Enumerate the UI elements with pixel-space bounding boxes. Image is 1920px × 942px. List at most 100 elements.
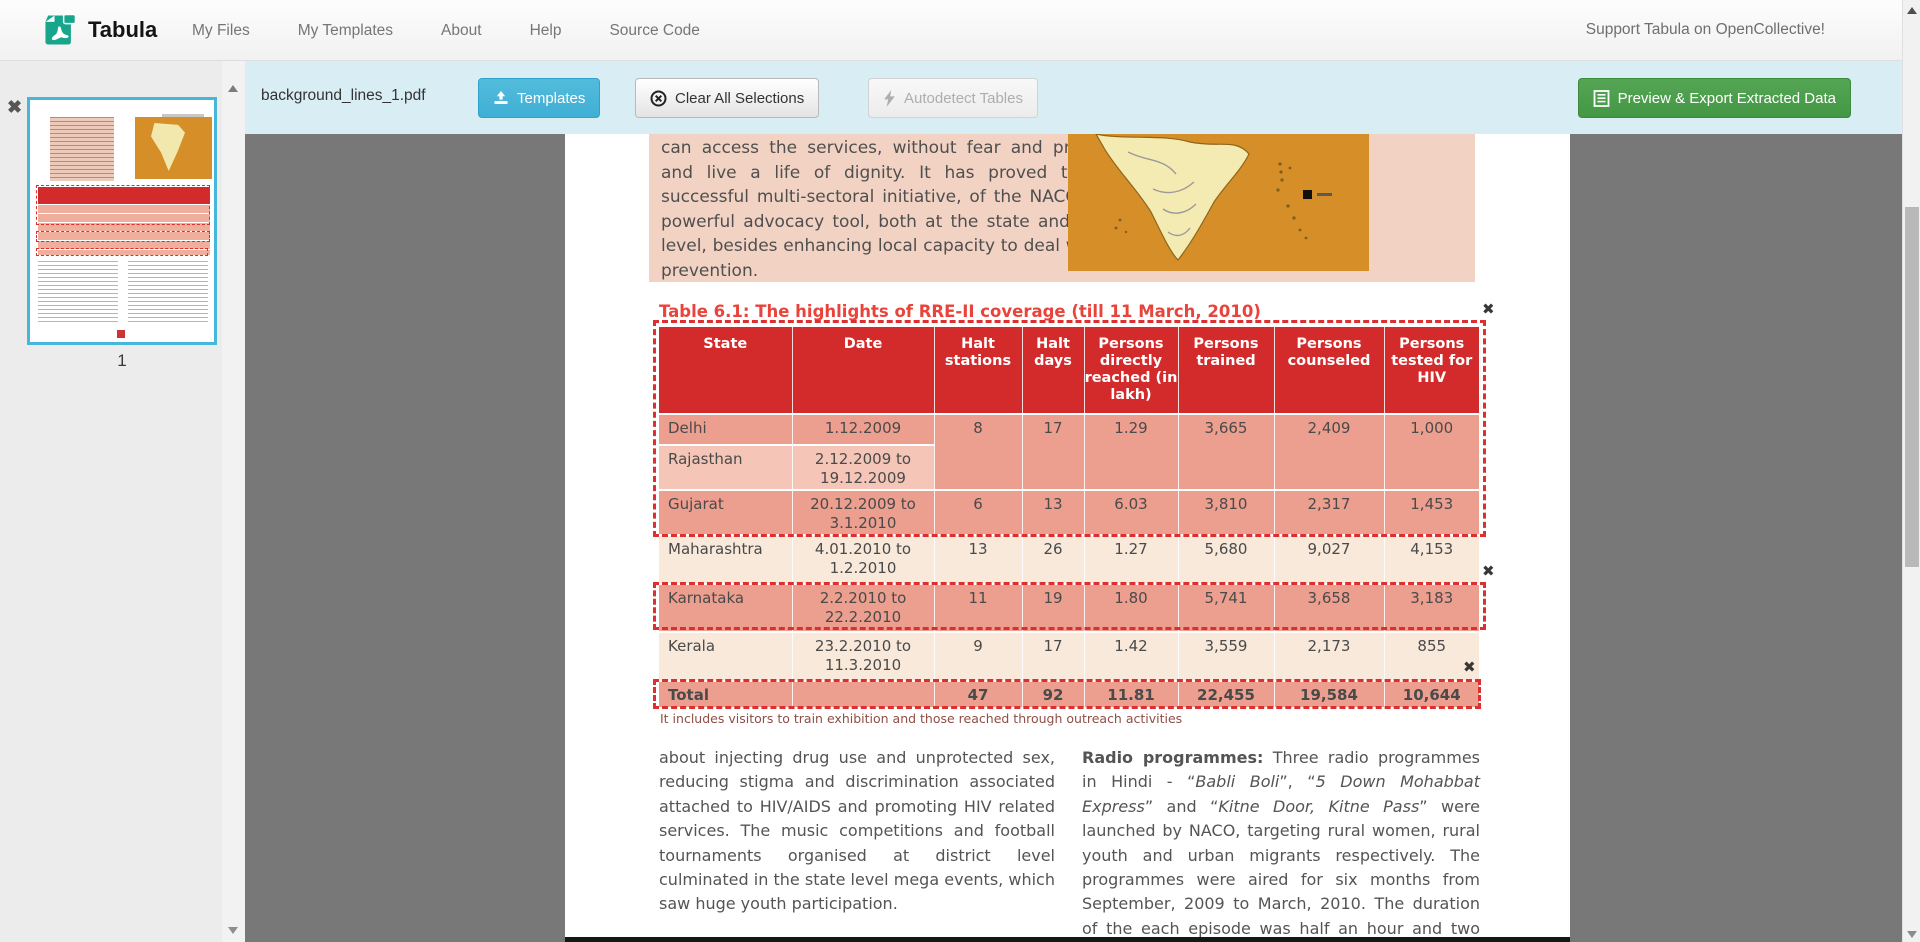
table-cell: 20.12.2009 to 3.1.2010: [791, 489, 934, 535]
column-header: Persons counseled: [1273, 327, 1384, 414]
table-cell: 22,455: [1177, 680, 1274, 707]
column-header: Halt stations: [933, 327, 1022, 414]
sidebar-scroll-up-icon[interactable]: [228, 85, 238, 92]
nav-about[interactable]: About: [441, 21, 482, 39]
column-header: Date: [791, 327, 934, 414]
table-cell: Gujarat: [659, 489, 792, 535]
tabula-logo-icon[interactable]: [40, 10, 80, 50]
clear-all-selections-button[interactable]: Clear All Selections: [635, 78, 820, 118]
table-cell: 3,810: [1177, 489, 1274, 535]
table-cell: Total: [659, 680, 792, 707]
table-cell: 26: [1021, 534, 1084, 584]
nav-source-code[interactable]: Source Code: [609, 21, 700, 39]
table-header-row: State Date Halt stations Halt days Persons d…: [659, 327, 1479, 414]
mini-selection-1: [36, 185, 210, 225]
pdf-filename: background_lines_1.pdf: [261, 87, 426, 104]
table-cell: 6.03: [1083, 489, 1178, 535]
mini-selection-3: [36, 248, 208, 256]
nav-help[interactable]: Help: [529, 21, 562, 39]
table-cell: 13: [933, 534, 1022, 584]
mini-page-number-mark: [117, 330, 125, 338]
table-cell: 5,680: [1177, 534, 1274, 584]
autodetect-tables-button[interactable]: Autodetect Tables: [868, 78, 1038, 118]
scroll-down-icon[interactable]: [1907, 931, 1917, 938]
table-cell: 9,027: [1273, 534, 1384, 584]
pdf-page[interactable]: can access the services, without fear an…: [565, 133, 1570, 942]
table-cell: 4.01.2010 to 1.2.2010: [791, 534, 934, 584]
table-cell: [1083, 445, 1178, 490]
sidebar-scrollbar[interactable]: [222, 61, 245, 942]
table-row: Karnataka 2.2.2010 to 22.2.2010 11 19 1.80 5,…: [659, 583, 1479, 632]
selection-region-1[interactable]: [653, 320, 1486, 537]
pdf-viewer-area: can access the services, without fear an…: [245, 133, 1902, 942]
table-cell: [1273, 445, 1384, 490]
selection-3-close-icon[interactable]: ✖: [1463, 658, 1476, 676]
selection-region-2[interactable]: [653, 582, 1486, 630]
navbar: Tabula My Files My Templates About Help …: [0, 0, 1920, 61]
table-cell: 92: [1021, 680, 1084, 707]
table-cell: 11: [933, 583, 1022, 632]
selection-2-close-icon[interactable]: ✖: [1482, 562, 1495, 580]
table-cell: 19,584: [1273, 680, 1384, 707]
table-row: Total 47 92 11.81 22,455 19,584 10,644: [659, 680, 1479, 707]
thumbnail-close-icon[interactable]: ✖: [7, 97, 23, 117]
nav-my-templates[interactable]: My Templates: [297, 21, 394, 39]
nav-my-files[interactable]: My Files: [192, 21, 250, 39]
brand-title[interactable]: Tabula: [88, 17, 158, 42]
table-cell: 1.80: [1083, 583, 1178, 632]
table-row: Delhi 1.12.2009 8 17 1.29 3,665 2,409 1,000: [659, 413, 1479, 445]
page-thumbnail[interactable]: [27, 97, 217, 345]
table-cell: 1,000: [1383, 413, 1479, 445]
right-column-segment: Three radio programmes in Hindi - “: [1082, 748, 1481, 792]
table-cell: 5,741: [1177, 583, 1274, 632]
table-cell: [1021, 445, 1084, 490]
table-cell: 1.29: [1083, 413, 1178, 445]
preview-export-label: Preview & Export Extracted Data: [1617, 89, 1836, 107]
table-cell: Delhi: [659, 413, 792, 445]
sidebar-scroll-down-icon[interactable]: [228, 927, 238, 934]
table-cell: 2,409: [1273, 413, 1384, 445]
table-cell: 1.12.2009: [791, 413, 934, 445]
right-column-segment: ”, “: [1279, 772, 1316, 792]
templates-label: Templates: [517, 89, 586, 107]
table-cell: 1.42: [1083, 631, 1178, 681]
preview-export-button[interactable]: Preview & Export Extracted Data: [1577, 78, 1851, 118]
india-map-image: [1068, 133, 1369, 271]
mini-right-column: [128, 261, 208, 323]
selection-1-close-icon[interactable]: ✖: [1482, 300, 1495, 318]
table-cell: 3,559: [1177, 631, 1274, 681]
table-cell: 19: [1021, 583, 1084, 632]
mini-map: [135, 117, 212, 179]
table-cell: 855: [1383, 631, 1479, 681]
column-header: Persons tested for HIV: [1383, 327, 1479, 414]
lightning-bolt-icon: [883, 89, 896, 107]
selection-region-3[interactable]: [653, 679, 1481, 709]
column-header: Persons directly reached (in lakh): [1083, 327, 1178, 414]
right-column-segment: Babli Boli: [1195, 772, 1280, 792]
table-cell: Rajasthan: [659, 444, 792, 490]
right-column-segment: 5 Down Mohabbat Express: [1082, 772, 1481, 816]
table-cell: 17: [1021, 631, 1084, 681]
scroll-up-icon[interactable]: [1907, 7, 1917, 14]
table-row: Rajasthan 2.12.2009 to 19.12.2009: [659, 444, 1479, 490]
thumbnail-page-number: 1: [117, 351, 127, 370]
autodetect-tables-label: Autodetect Tables: [904, 89, 1023, 107]
mini-table: [38, 187, 210, 255]
right-column-segment: Kitne Door, Kitne Pass: [1218, 796, 1420, 816]
scrollbar-thumb[interactable]: [1905, 207, 1919, 567]
column-header: State: [659, 327, 792, 414]
table-cell: [1177, 445, 1274, 490]
table-cell: 3,665: [1177, 413, 1274, 445]
table-row: Kerala 23.2.2010 to 11.3.2010 9 17 1.42 3,559…: [659, 631, 1479, 681]
table-row: Gujarat 20.12.2009 to 3.1.2010 6 13 6.03 3,81…: [659, 489, 1479, 535]
table-cell: 1,453: [1383, 489, 1479, 535]
table-footnote: It includes visitors to train exhibition…: [660, 711, 1183, 726]
templates-button[interactable]: Templates: [478, 78, 601, 118]
window-scrollbar[interactable]: [1902, 0, 1920, 942]
mini-intro-block: [50, 117, 114, 181]
table-cell: 4,153: [1383, 534, 1479, 584]
support-link[interactable]: Support Tabula on OpenCollective!: [1585, 21, 1825, 38]
right-column-text: Radio programmes: Three radio programmes…: [1082, 746, 1480, 942]
table-cell: 47: [933, 680, 1022, 707]
